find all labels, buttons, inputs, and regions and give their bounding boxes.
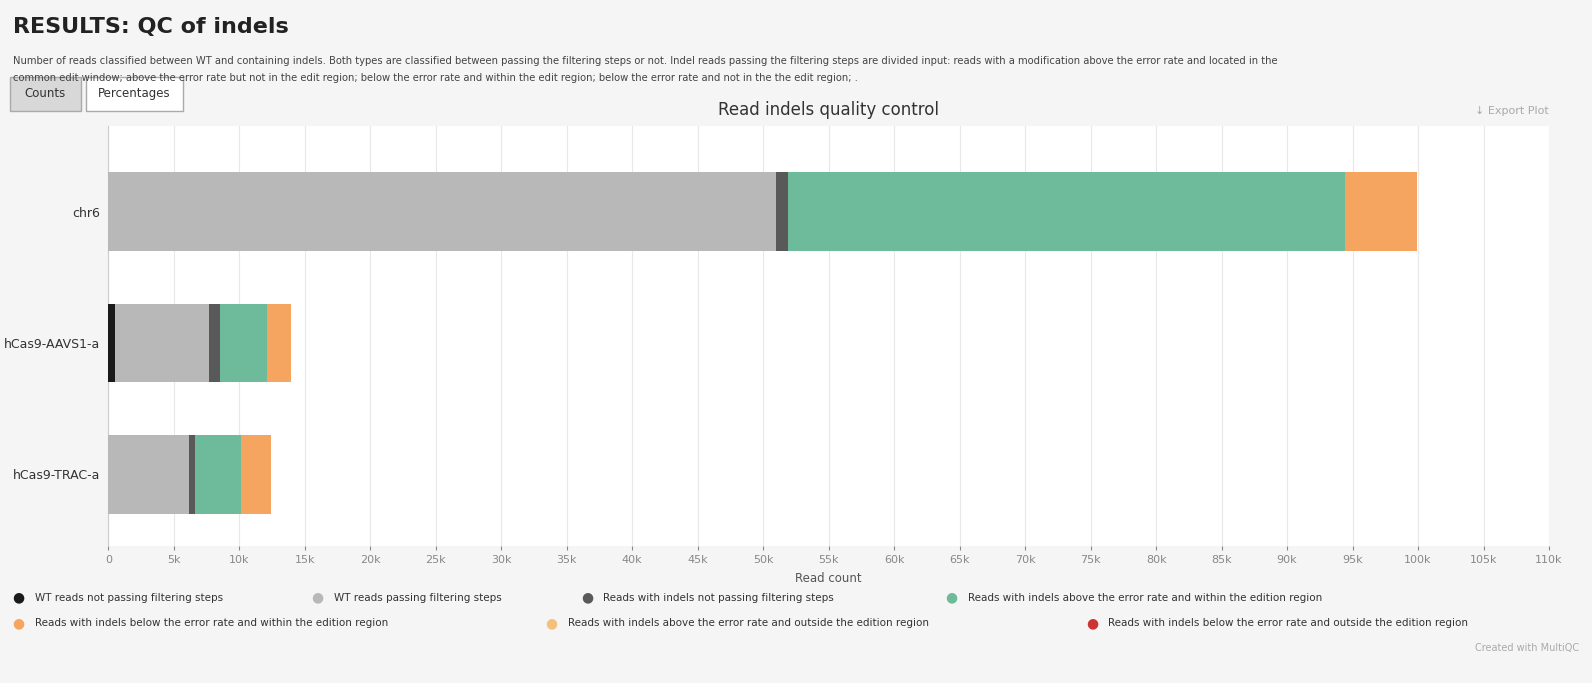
Bar <box>196 435 242 514</box>
Bar <box>777 172 788 251</box>
Text: ●: ● <box>546 616 557 630</box>
FancyBboxPatch shape <box>10 77 81 111</box>
Text: ●: ● <box>13 616 25 630</box>
Bar <box>220 303 267 382</box>
Bar <box>242 435 271 514</box>
Text: WT reads not passing filtering steps: WT reads not passing filtering steps <box>35 593 223 602</box>
Text: Created with MultiQC: Created with MultiQC <box>1476 643 1579 654</box>
Text: Percentages: Percentages <box>99 87 170 100</box>
Text: ●: ● <box>312 591 323 604</box>
Text: Reads with indels above the error rate and outside the edition region: Reads with indels above the error rate a… <box>568 618 930 628</box>
Text: ●: ● <box>581 591 592 604</box>
Text: common edit window; above the error rate but not in the edit region; below the e: common edit window; above the error rate… <box>13 73 858 83</box>
Text: ●: ● <box>946 591 957 604</box>
Text: Reads with indels below the error rate and outside the edition region: Reads with indels below the error rate a… <box>1108 618 1468 628</box>
Text: Reads with indels below the error rate and within the edition region: Reads with indels below the error rate a… <box>35 618 388 628</box>
Bar <box>108 435 189 514</box>
Title: Read indels quality control: Read indels quality control <box>718 101 939 120</box>
Text: ↓ Export Plot: ↓ Export Plot <box>1476 106 1549 116</box>
Bar <box>108 303 115 382</box>
Text: WT reads passing filtering steps: WT reads passing filtering steps <box>334 593 501 602</box>
Bar <box>788 172 1345 251</box>
Bar <box>267 303 291 382</box>
X-axis label: Read count: Read count <box>796 572 861 585</box>
Bar <box>1345 172 1417 251</box>
Text: Reads with indels not passing filtering steps: Reads with indels not passing filtering … <box>603 593 834 602</box>
Text: ●: ● <box>1086 616 1098 630</box>
Text: Number of reads classified between WT and containing indels. Both types are clas: Number of reads classified between WT an… <box>13 56 1277 66</box>
Text: Counts: Counts <box>24 87 65 100</box>
Text: ●: ● <box>13 591 25 604</box>
Bar <box>108 172 777 251</box>
Text: Reads with indels above the error rate and within the edition region: Reads with indels above the error rate a… <box>968 593 1321 602</box>
FancyBboxPatch shape <box>86 77 183 111</box>
Text: RESULTS: QC of indels: RESULTS: QC of indels <box>13 17 288 37</box>
Bar <box>209 303 220 382</box>
Bar <box>189 435 196 514</box>
Bar <box>115 303 209 382</box>
